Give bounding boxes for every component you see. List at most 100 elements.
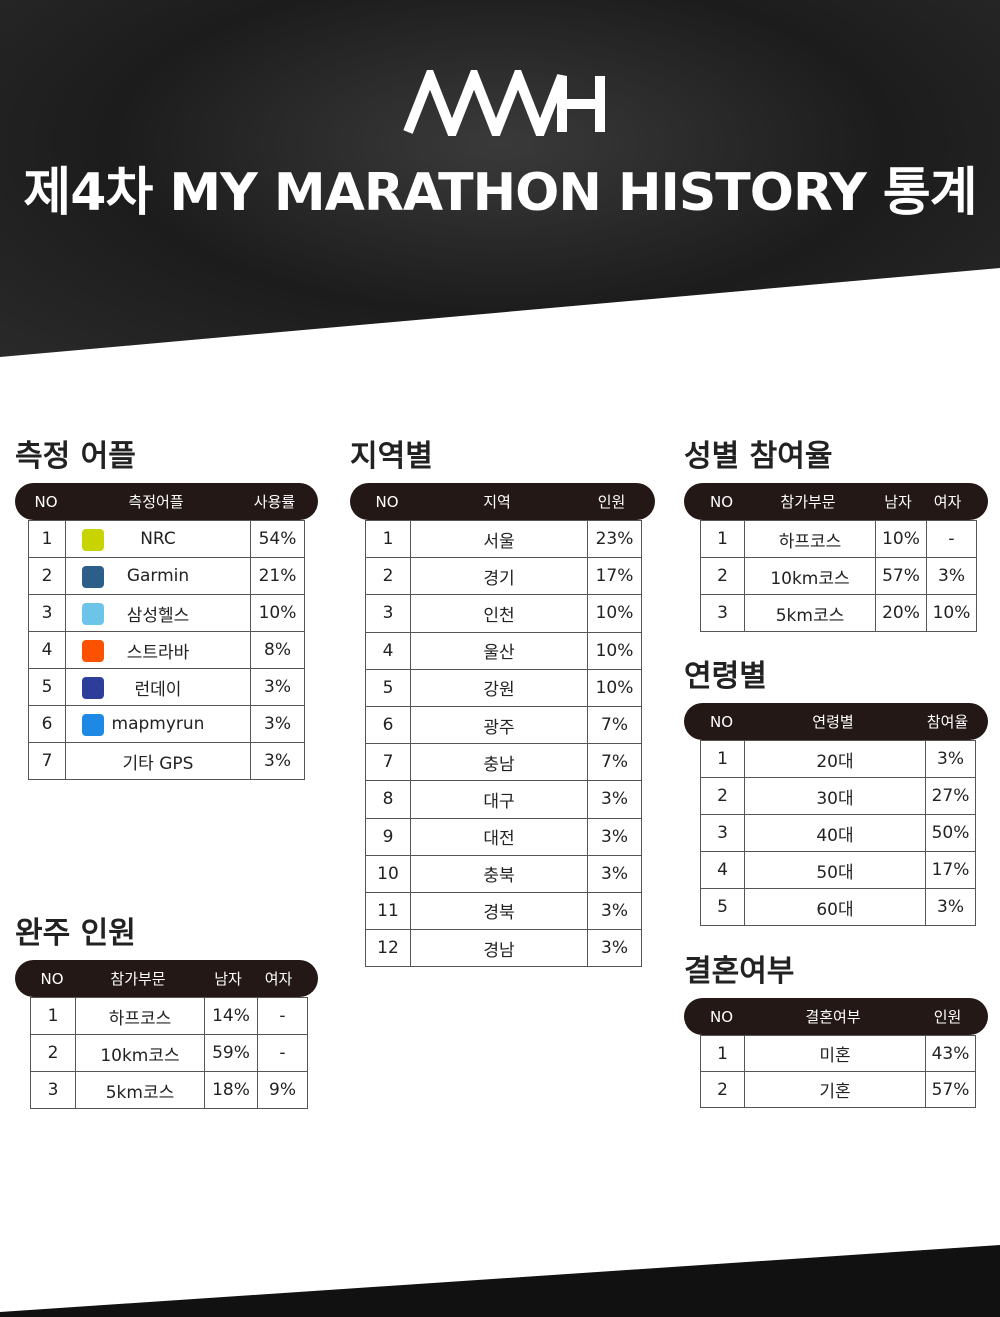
table-cell: 50대: [744, 851, 926, 889]
table-cell: 1: [28, 520, 66, 558]
section: 완주 인원 NO 참가부문 남자 여자 1 하프코스 14% -2 10km코스 59% -3 5km코…: [15, 914, 318, 1109]
table: 1 미혼 43% 2 기혼 57%: [700, 1035, 976, 1108]
table-row: 3 5km코스 20% 10%: [700, 594, 977, 632]
table-row: 8 대구 3%: [365, 780, 642, 819]
table-row: 2 10km코스 59% -: [30, 1034, 308, 1072]
table-cell: 강원: [410, 668, 588, 707]
table-cell: 3: [700, 814, 745, 852]
section-title: 측정 어플: [15, 439, 136, 474]
table-cell: 10km코스: [75, 1034, 205, 1072]
table-cell: -: [926, 520, 977, 558]
table-cell: 10%: [587, 594, 642, 633]
table-cell: 12: [365, 929, 411, 968]
app-icon: [82, 529, 104, 551]
table-row: 3 5km코스 18% 9%: [30, 1071, 308, 1109]
column-header: NO: [34, 492, 58, 511]
table-cell: 1: [700, 1035, 745, 1072]
table-cell: 10%: [250, 594, 305, 632]
table-cell: 14%: [204, 997, 258, 1035]
table-cell: 서울: [410, 519, 588, 559]
table-row: 4 울산 10%: [365, 631, 642, 670]
table-cell: 기타 GPS: [65, 742, 251, 780]
table-row: 2 10km코스 57% 3%: [700, 557, 977, 595]
table-row: 2 경기 17%: [365, 557, 642, 596]
logo: [403, 70, 605, 136]
table-cell: 3%: [587, 817, 642, 856]
table-cell: 3: [28, 594, 66, 632]
table-row: 1 NRC 54%: [28, 520, 305, 558]
table-cell: 4: [28, 631, 66, 669]
column-header: 여자: [264, 970, 293, 988]
table-cell: 충남: [410, 743, 588, 782]
table-cell: 10km코스: [744, 557, 876, 595]
table-row: 11 경북 3%: [365, 891, 642, 931]
table-cell: 23%: [587, 519, 642, 559]
table-cell: 17%: [925, 851, 976, 889]
table-cell: 하프코스: [75, 997, 205, 1035]
table-cell: 1: [365, 519, 411, 559]
section: 연령별 NO 연령별 참여율 1 20대 3% 2 30대 27% 3 40대 50% 4 50대 17% 5 6…: [684, 657, 988, 926]
table-cell: 5: [365, 668, 411, 707]
table: 1 20대 3% 2 30대 27% 3 40대 50% 4 50대 17% 5 60대 3%: [700, 740, 976, 926]
column-header: 참가부문: [780, 493, 836, 511]
table-cell: 3: [30, 1071, 76, 1109]
table-cell: 6: [28, 705, 66, 743]
column-header: 지역: [483, 493, 511, 511]
table-cell: 2: [700, 777, 745, 815]
table-cell: 8%: [250, 631, 305, 669]
footer-band: [0, 1245, 1000, 1317]
column-header: 인원: [597, 493, 626, 511]
table-cell: 경남: [410, 929, 588, 968]
column-header: 남자: [884, 493, 912, 511]
table-row: 7 충남 7%: [365, 743, 642, 782]
section: 성별 참여율 NO 참가부문 남자 여자 1 하프코스 10% -2 10km코스 57% 3% 3 5k…: [684, 437, 988, 632]
table-header: NO 참가부문 남자 여자: [15, 960, 318, 997]
table-cell: 3: [365, 594, 411, 633]
table-row: 9 대전 3%: [365, 817, 642, 856]
table-cell: Garmin: [65, 557, 251, 595]
table: 1 하프코스 14% -2 10km코스 59% -3 5km코스 18% 9%: [30, 997, 308, 1109]
table-cell: 2: [700, 1071, 745, 1108]
table-cell: 6: [365, 705, 411, 745]
table-cell: -: [257, 1034, 308, 1072]
column-header: NO: [709, 492, 734, 511]
table-cell: 10%: [926, 594, 977, 632]
table-cell: 3%: [250, 705, 305, 743]
table-cell: 3%: [250, 742, 305, 780]
table-cell: 40대: [744, 814, 926, 852]
table-cell: 9%: [257, 1071, 308, 1109]
app-icon: [82, 566, 104, 588]
table-cell: 11: [365, 891, 411, 931]
table-cell: 17%: [587, 557, 642, 596]
app-icon: [82, 603, 104, 625]
table-row: 3 삼성헬스 10%: [28, 594, 305, 632]
table: 1 NRC 54% 2 Garmin 21% 3 삼성헬스 10% 4 스트라바 8% 5 런데이 3% 6 m…: [28, 520, 305, 780]
table-row: 2 기혼 57%: [700, 1071, 976, 1108]
table-row: 2 Garmin 21%: [28, 557, 305, 595]
table-cell: 3%: [925, 888, 976, 926]
table-row: 1 미혼 43%: [700, 1035, 976, 1072]
table-cell: 대전: [410, 817, 588, 856]
column-header: NO: [709, 712, 734, 731]
table-cell: 3%: [250, 668, 305, 706]
column-header: 참여율: [926, 713, 969, 731]
table-header: NO 지역 인원: [350, 483, 655, 520]
table-cell: 57%: [875, 557, 927, 595]
column-header: 연령별: [812, 713, 854, 731]
section-title: 완주 인원: [15, 916, 136, 951]
table-cell: mapmyrun: [65, 705, 251, 743]
table-cell: 3%: [587, 929, 642, 968]
table-cell: 54%: [250, 520, 305, 558]
section-title: 결혼여부: [684, 954, 795, 989]
table-cell: 20%: [875, 594, 927, 632]
table-header: NO 결혼여부 인원: [684, 998, 988, 1035]
table-cell: 경북: [410, 891, 588, 931]
table-cell: 7%: [587, 705, 642, 745]
table-cell: 57%: [925, 1071, 976, 1108]
table-cell: 18%: [204, 1071, 258, 1109]
page-title: 제4차 MY MARATHON HISTORY 통계: [23, 163, 977, 223]
column-header: 남자: [214, 970, 242, 988]
table-cell: 21%: [250, 557, 305, 595]
table-row: 3 인천 10%: [365, 594, 642, 633]
